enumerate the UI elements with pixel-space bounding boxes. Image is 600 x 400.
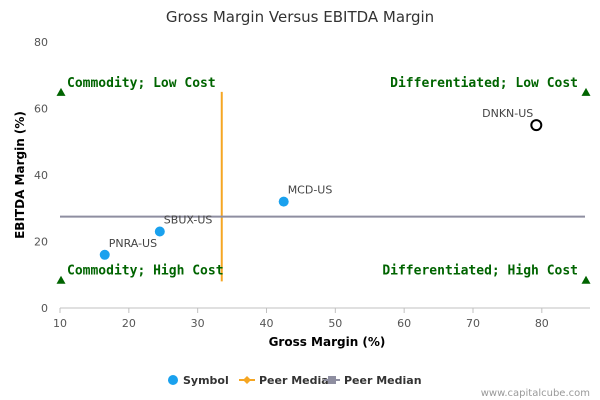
legend-label: Peer Median: [259, 374, 337, 387]
quadrant-triangle-icon: [56, 275, 66, 284]
quadrant-label: Commodity; Low Cost: [67, 76, 216, 91]
y-tick-label: 40: [34, 169, 48, 182]
data-point: [154, 226, 165, 237]
x-tick-label: 70: [466, 317, 480, 330]
y-tick-label: 20: [34, 236, 48, 249]
x-tick-label: 60: [397, 317, 411, 330]
x-tick-label: 20: [122, 317, 136, 330]
x-tick-label: 80: [535, 317, 549, 330]
quadrant-label: Differentiated; High Cost: [382, 264, 578, 279]
x-tick-label: 40: [259, 317, 273, 330]
data-point-label: PNRA-US: [109, 237, 157, 250]
legend: Symbol Peer Median Peer Median: [168, 374, 422, 387]
y-axis-title: EBITDA Margin (%): [13, 111, 27, 239]
data-point-label: SBUX-US: [164, 214, 213, 227]
x-tick-label: 50: [328, 317, 342, 330]
quadrant-triangle-icon: [56, 87, 66, 96]
data-point: [530, 119, 543, 132]
legend-label: Peer Median: [344, 374, 422, 387]
legend-square-icon: [328, 376, 336, 384]
y-tick-label: 60: [34, 103, 48, 116]
legend-label: Symbol: [183, 374, 229, 387]
credit-text: www.capitalcube.com: [481, 388, 590, 399]
data-point-label: MCD-US: [288, 184, 333, 197]
data-point: [99, 249, 110, 260]
y-tick-label: 0: [41, 302, 48, 315]
data-point-label: DNKN-US: [482, 107, 533, 120]
quadrant-triangle-icon: [581, 275, 591, 284]
data-point: [278, 196, 289, 207]
legend-diamond-icon: [243, 376, 251, 384]
legend-symbol-icon: [168, 375, 178, 385]
y-tick-label: 80: [34, 36, 48, 49]
quadrant-label: Differentiated; Low Cost: [390, 76, 578, 91]
x-tick-label: 10: [53, 317, 67, 330]
x-axis-title: Gross Margin (%): [269, 335, 386, 349]
chart-title: Gross Margin Versus EBITDA Margin: [166, 8, 434, 26]
x-tick-label: 30: [191, 317, 205, 330]
quadrant-triangle-icon: [581, 87, 591, 96]
quadrant-label: Commodity; High Cost: [67, 264, 224, 279]
